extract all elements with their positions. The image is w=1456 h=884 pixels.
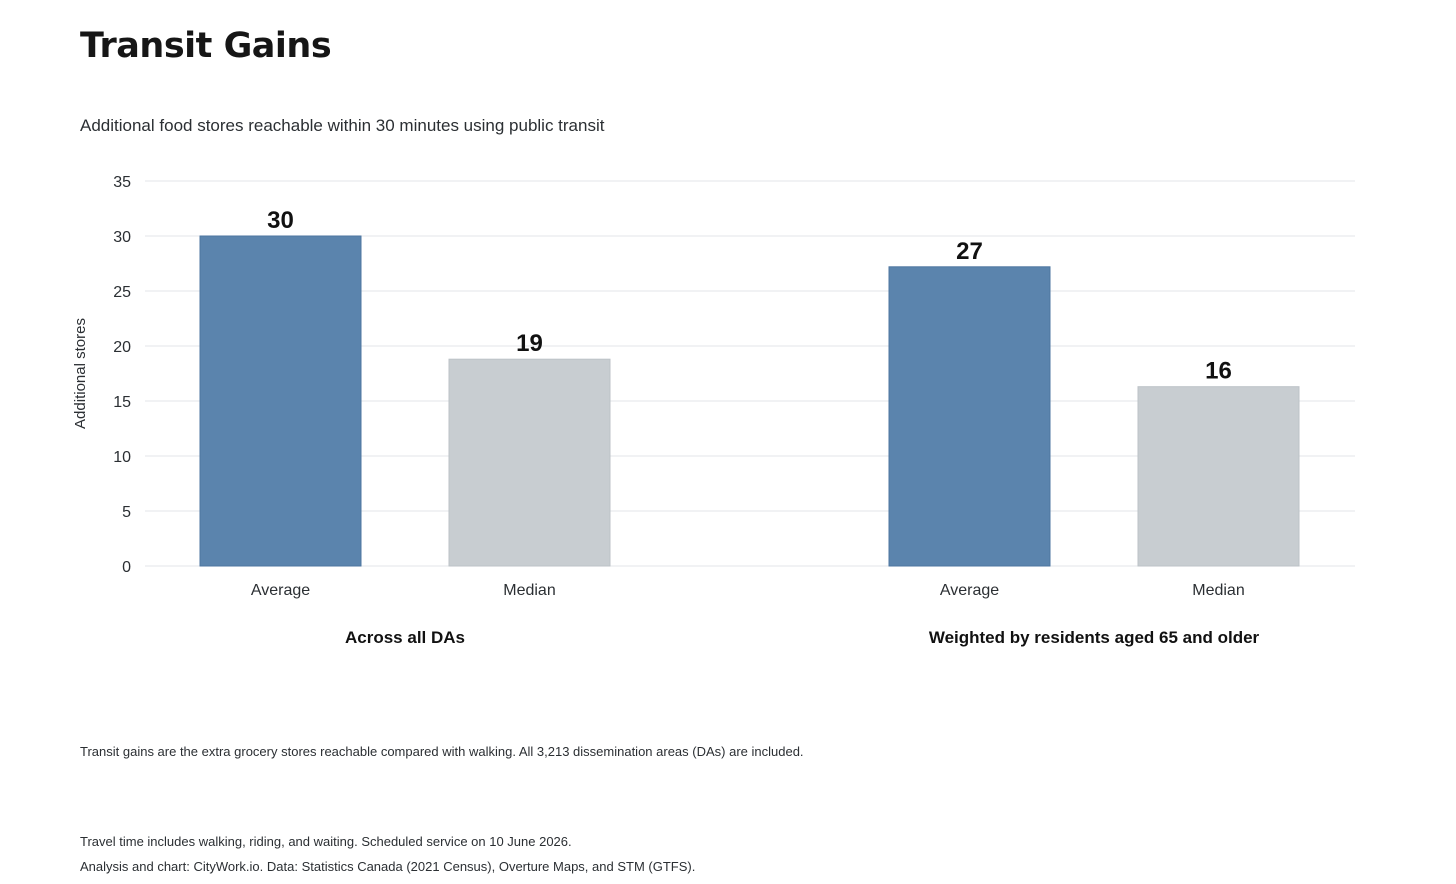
bar-value-label: 19: [516, 330, 543, 357]
group-label: Weighted by residents aged 65 and older: [929, 628, 1260, 647]
y-tick-label: 25: [113, 284, 131, 301]
group-label: Across all DAs: [345, 628, 465, 647]
bar-average: [199, 235, 362, 567]
bar-chart: 0 5 10 15 20 25 30 35 Additional stores 30 Average…: [72, 174, 1355, 647]
x-tick-label: Median: [1192, 582, 1244, 599]
x-tick-label: Median: [503, 582, 555, 599]
bar-value-label: 27: [956, 238, 983, 265]
chart-subtitle: Additional food stores reachable within …: [80, 116, 605, 135]
footer-source-line: Analysis and chart: CityWork.io. Data: S…: [80, 859, 696, 874]
y-tick-label: 0: [122, 559, 131, 576]
bar-value-label: 16: [1205, 358, 1232, 385]
x-tick-label: Average: [251, 582, 310, 599]
y-axis-label: Additional stores: [72, 318, 89, 429]
y-tick-label: 15: [113, 394, 131, 411]
y-tick-label: 30: [113, 229, 131, 246]
chart-footer: Travel time includes walking, riding, an…: [80, 829, 695, 879]
y-tick-label: 10: [113, 449, 131, 466]
y-tick-label: 20: [113, 339, 131, 356]
bar-value-label: 30: [267, 207, 294, 234]
footer-method-line: Travel time includes walking, riding, an…: [80, 834, 572, 849]
x-tick-label: Average: [940, 582, 999, 599]
bar-median: [1137, 386, 1300, 567]
chart-title: Transit Gains: [80, 26, 332, 66]
bar-median: [448, 358, 611, 567]
bar-average: [888, 266, 1051, 567]
y-tick-label: 5: [122, 504, 131, 521]
y-tick-label: 35: [113, 174, 131, 191]
chart-note: Transit gains are the extra grocery stor…: [80, 744, 804, 759]
